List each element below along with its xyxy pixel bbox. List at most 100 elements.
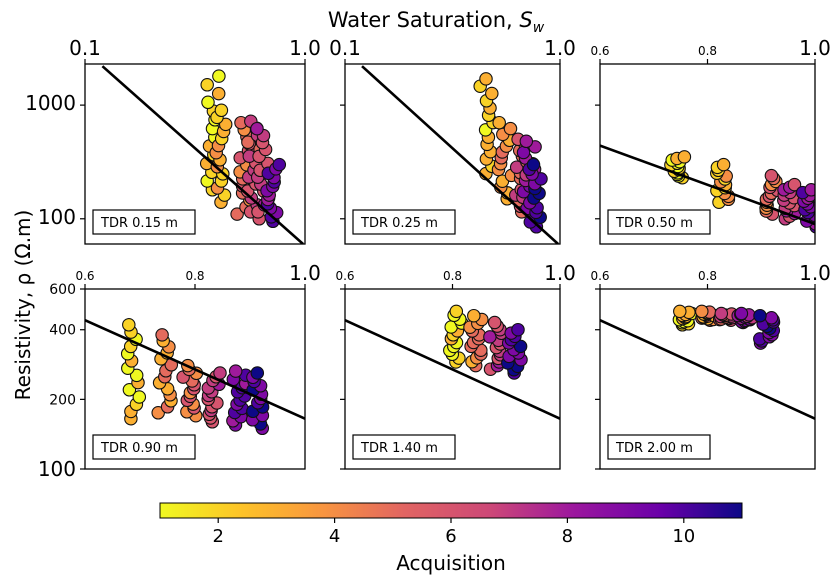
colorbar-gradient [159,502,743,519]
x-tick-label: 1.0 [289,36,321,60]
data-point [479,72,493,86]
data-point [516,145,531,160]
x-tick-label: 0.8 [185,269,204,283]
data-point [764,168,779,183]
data-point [485,86,499,101]
data-point [734,306,749,321]
data-point [218,117,233,132]
data-point [241,135,255,149]
panel-6: 0.6 0.8 1.0 TDR 2.00 m [590,261,831,470]
fit-line [600,318,815,420]
data-point [129,368,144,383]
data-point [214,103,229,118]
top-axis-title: Water Saturation, Sw [328,8,545,36]
x-tick-label: 1.0 [799,36,831,60]
x-tick-label: 1.0 [799,261,831,285]
x-tick-label: 0.6 [590,269,609,283]
panel-label: TDR 0.15 m [100,216,178,231]
data-point [272,157,287,172]
colorbar-tick-label: 6 [445,526,456,547]
colorbar-tick-label: 8 [562,526,573,547]
panel-3: 0.6 0.8 1.0 TDR 0.50 m [590,36,831,245]
fit-line [345,318,560,420]
x-tick-label: 1.0 [544,261,576,285]
x-tick-label: 1.0 [544,36,576,60]
x-tick-label: 0.6 [335,269,354,283]
colorbar-label: Acquisition [396,551,506,575]
colorbar: 2 4 6 8 10 Acquisition [159,502,743,575]
panel-label-box [607,434,711,460]
data-point [449,304,464,319]
y-tick-label: 1000 [25,91,76,115]
fit-line [361,65,559,244]
panel-label: TDR 0.25 m [360,216,438,231]
panel-2: 0.1 1.0 TDR 0.25 m [329,36,576,245]
panel-label-box [607,209,711,235]
data-point [764,311,779,325]
panel-label: TDR 1.40 m [360,441,438,456]
data-point [714,306,729,321]
panel-label-box [92,209,196,235]
data-point [677,150,692,164]
y-tick-label: 400 [49,323,76,339]
panel-4: 0.6 0.8 1.0 100 200 400 600 TDR 0.90 m [38,261,321,481]
panel-6-plot-area [600,304,815,420]
fit-line [600,144,815,226]
colorbar-tick-label: 2 [212,526,223,547]
y-tick-label: 100 [38,457,76,481]
panel-label: TDR 2.00 m [615,441,693,456]
data-point [526,157,541,172]
panel-4-plot-area [85,318,305,436]
fit-line [85,318,305,420]
data-point [673,304,687,319]
x-tick-label: 1.0 [289,261,321,285]
fit-line [101,65,304,244]
colorbar-ticks: 2 4 6 8 10 [212,518,695,547]
y-tick-label: 100 [38,205,76,229]
data-point [132,390,147,404]
x-tick-label: 0.1 [329,36,361,60]
x-tick-label: 0.8 [443,269,462,283]
data-point [492,115,506,130]
panel-label-box [352,434,456,460]
data-point [200,78,214,92]
panel-5-plot-area [345,304,560,420]
data-point [487,315,502,330]
data-point [519,134,534,149]
data-point [201,95,215,110]
data-point [212,69,226,83]
data-point [753,308,767,323]
data-point [716,157,731,172]
panel-1: 0.1 1.0 100 1000 TDR 0.15 m [25,36,321,245]
x-tick-label: 0.6 [75,269,94,283]
data-point [250,366,265,380]
y-tick-label: 600 [49,282,76,298]
data-point [151,406,165,420]
panel-label-box [92,434,196,460]
y-tick-label: 200 [49,392,76,408]
panel-frame [84,63,306,245]
data-point [467,308,481,323]
data-point [250,121,264,136]
top-axis-title-subscript: w [533,20,545,36]
data-point [511,322,525,337]
data-point [695,304,709,319]
x-tick-label: 0.1 [69,36,101,60]
y-axis-label: Resistivity, ρ (Ω.m) [11,210,35,401]
panel-label: TDR 0.90 m [100,441,178,456]
data-point [122,318,136,332]
panel-label: TDR 0.50 m [615,216,693,231]
panel-label-box [352,209,456,235]
panel-frame [344,63,561,245]
data-point [787,177,802,192]
x-tick-label: 0.6 [590,44,609,58]
panel-2-plot-area [361,65,559,244]
colorbar-tick-label: 4 [329,526,340,547]
data-point [230,207,244,221]
top-axis-title-symbol: S [519,8,532,32]
data-point [211,86,226,101]
panel-1-plot-area [101,65,304,244]
data-point [228,364,243,378]
